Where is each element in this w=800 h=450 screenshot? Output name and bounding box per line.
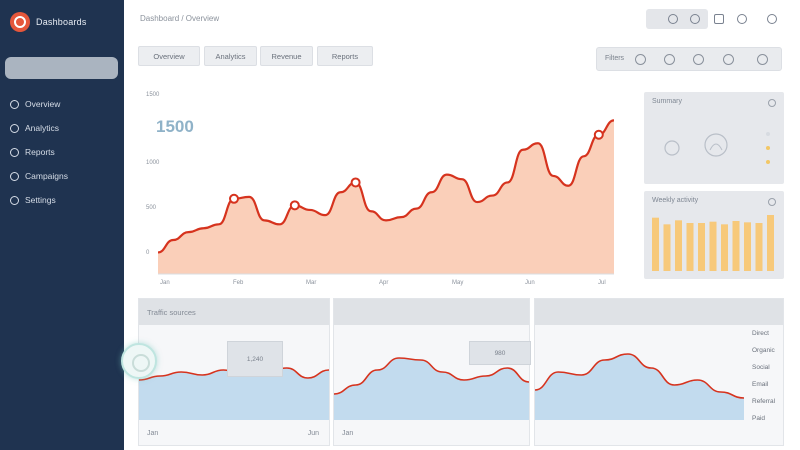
bar[interactable] xyxy=(652,217,659,271)
sidebar-item-label: Analytics xyxy=(25,123,60,133)
series-area xyxy=(158,120,614,274)
bell-icon[interactable] xyxy=(714,14,724,24)
x-tick-label: Apr xyxy=(379,280,388,286)
sidebar-item-analytics[interactable]: Analytics xyxy=(10,116,68,140)
widget-title: Summary xyxy=(652,98,682,105)
chart-icon xyxy=(10,123,19,133)
gear-icon xyxy=(10,195,19,205)
x-tick-label: Feb xyxy=(233,280,244,286)
bar[interactable] xyxy=(663,224,671,271)
sidebar-item-label: Overview xyxy=(25,99,61,109)
data-point-marker[interactable] xyxy=(350,177,361,188)
app-name: Dashboards xyxy=(36,17,87,27)
legend: Direct Organic Social Email Referral Pai… xyxy=(752,330,775,432)
y-tick-label: 0 xyxy=(146,250,150,256)
logo-icon xyxy=(10,12,30,32)
weekly-bar-chart xyxy=(652,215,774,271)
bar[interactable] xyxy=(744,222,751,271)
share-icon[interactable] xyxy=(693,54,704,65)
x-tick-label: Jul xyxy=(598,280,606,286)
help-icon[interactable] xyxy=(737,14,747,24)
toolbar-label: Filters xyxy=(605,55,625,62)
legend-item[interactable]: Organic xyxy=(752,347,775,354)
data-point-marker[interactable] xyxy=(289,200,300,211)
target-icon xyxy=(10,171,19,181)
filter-icon[interactable] xyxy=(690,14,700,24)
bar[interactable] xyxy=(732,221,740,271)
y-tick-label: 1000 xyxy=(146,160,160,166)
tab-analytics[interactable]: Analytics xyxy=(204,46,257,66)
zoom-icon[interactable] xyxy=(635,54,646,65)
bar[interactable] xyxy=(698,223,705,271)
more-icon[interactable] xyxy=(768,99,776,107)
main-area-chart: 1500 1500 1000 500 0 Jan Feb Mar Apr May Jun J… xyxy=(146,92,615,286)
home-icon xyxy=(10,99,19,109)
chart-tooltip: 1,240 xyxy=(227,341,283,377)
tab-overview[interactable]: Overview xyxy=(138,46,200,66)
x-tick-label: Jan xyxy=(160,280,170,286)
panel-header xyxy=(334,299,529,325)
panel-channels xyxy=(534,298,784,446)
y-tick-label: 1500 xyxy=(146,92,160,98)
x-tick-label: Jun xyxy=(525,280,535,286)
sidebar-item-reports[interactable]: Reports xyxy=(10,140,68,164)
legend-item[interactable]: Referral xyxy=(752,398,776,405)
x-tick-label: Mar xyxy=(306,280,316,286)
x-tick-label: May xyxy=(452,280,463,286)
axis-label: Jan xyxy=(147,430,159,437)
bar[interactable] xyxy=(686,223,694,271)
sidebar-item-campaigns[interactable]: Campaigns xyxy=(10,164,68,188)
activity-widget[interactable]: Weekly activity xyxy=(644,191,784,279)
download-icon[interactable] xyxy=(723,54,734,65)
axis-label: Jan xyxy=(342,430,354,437)
help-chat-button[interactable] xyxy=(121,343,157,379)
tab-reports[interactable]: Reports xyxy=(317,46,373,66)
bar[interactable] xyxy=(767,215,774,271)
sidebar-search-input[interactable] xyxy=(5,57,118,79)
legend-item[interactable]: Direct xyxy=(752,330,769,337)
panel-header xyxy=(535,299,783,325)
more-icon[interactable] xyxy=(757,54,768,65)
bar[interactable] xyxy=(721,224,728,271)
legend-item[interactable]: Email xyxy=(752,381,769,388)
bar[interactable] xyxy=(709,221,717,271)
panel-header: Traffic sources xyxy=(139,299,329,325)
search-icon[interactable] xyxy=(668,14,678,24)
sidebar-item-label: Reports xyxy=(25,147,55,157)
axis-label: Jun xyxy=(307,430,319,437)
legend-item[interactable]: Social xyxy=(752,364,770,371)
chart-headline: 1500 xyxy=(156,117,194,136)
summary-graphic xyxy=(664,132,770,164)
sidebar: Dashboards Overview Analytics Reports Ca… xyxy=(0,0,124,450)
bar[interactable] xyxy=(675,220,682,271)
panel-title: Traffic sources xyxy=(147,308,196,317)
sidebar-item-label: Campaigns xyxy=(25,171,68,181)
refresh-icon[interactable] xyxy=(664,54,675,65)
brand[interactable]: Dashboards xyxy=(10,12,87,32)
breadcrumb: Dashboard / Overview xyxy=(140,14,220,23)
widget-title: Weekly activity xyxy=(652,197,699,204)
sidebar-item-settings[interactable]: Settings xyxy=(10,188,68,212)
legend-item[interactable]: Paid xyxy=(752,415,766,422)
y-tick-label: 500 xyxy=(146,205,157,211)
sidebar-item-label: Settings xyxy=(25,195,56,205)
data-point-marker[interactable] xyxy=(229,193,239,204)
sidebar-item-overview[interactable]: Overview xyxy=(10,92,68,116)
chart-toolbar: Filters xyxy=(596,47,782,71)
more-icon[interactable] xyxy=(768,198,776,206)
summary-widget[interactable]: Summary xyxy=(644,92,784,184)
bar[interactable] xyxy=(755,223,763,271)
tab-revenue[interactable]: Revenue xyxy=(260,46,313,66)
settings-icon[interactable] xyxy=(767,14,777,24)
panel-engagement: Jan xyxy=(333,298,530,446)
data-point-marker[interactable] xyxy=(593,129,604,140)
chart-tooltip: 980 xyxy=(469,341,531,365)
sidebar-nav: Overview Analytics Reports Campaigns Set… xyxy=(10,92,68,212)
report-icon xyxy=(10,147,19,157)
